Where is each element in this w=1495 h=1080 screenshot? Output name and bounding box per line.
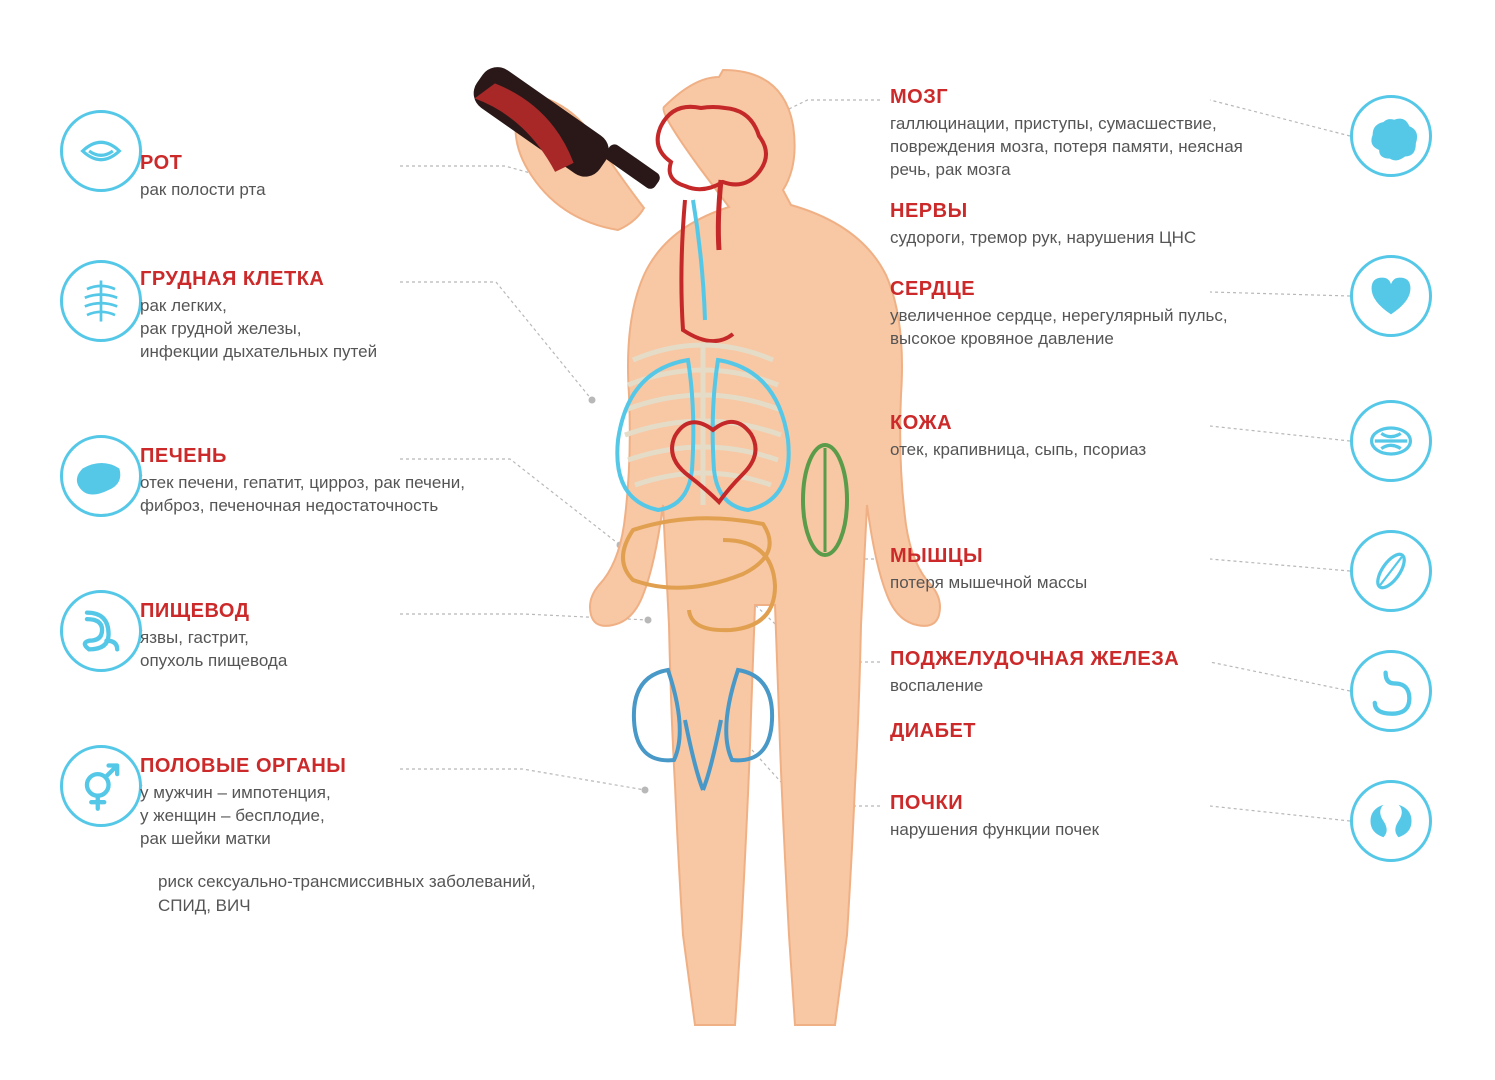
label-mouth: РОТ рак полости рта [140,152,266,202]
label-desc: воспаление [890,675,1179,698]
label-nerves: НЕРВЫ судороги, тремор рук, нарушения ЦНС [890,200,1196,250]
label-title: ПОЧКИ [890,792,1099,815]
label-desc: нарушения функции почек [890,819,1099,842]
label-title: ДИАБЕТ [890,720,976,743]
extra-note: риск сексуально-трансмиссивных заболеван… [158,870,578,918]
stomach-icon [1350,650,1432,732]
label-title: НЕРВЫ [890,200,1196,223]
label-desc: рак полости рта [140,179,266,202]
heart-icon [1350,255,1432,337]
label-brain: МОЗГ галлюцинации, приступы, сумасшествие… [890,86,1250,182]
label-title: РОТ [140,152,266,175]
label-desc: рак легких, рак грудной железы, инфекции… [140,295,377,364]
label-diabetes: ДИАБЕТ [890,720,976,747]
label-desc: судороги, тремор рук, нарушения ЦНС [890,227,1196,250]
intestine-icon [60,590,142,672]
label-desc: отек печени, гепатит, цирроз, рак печени… [140,472,500,518]
label-heart: СЕРДЦЕ увеличенное сердце, нерегулярный п… [890,278,1250,351]
brain-icon [1350,95,1432,177]
label-title: ГРУДНАЯ КЛЕТКА [140,268,377,291]
label-muscle: МЫШЦЫ потеря мышечной массы [890,545,1087,595]
label-title: ПОДЖЕЛУДОЧНАЯ ЖЕЛЕЗА [890,648,1179,671]
label-title: ПИЩЕВОД [140,600,287,623]
label-kidneys: ПОЧКИ нарушения функции почек [890,792,1099,842]
label-desc: язвы, гастрит, опухоль пищевода [140,627,287,673]
label-title: МОЗГ [890,86,1250,109]
label-desc: отек, крапивница, сыпь, псориаз [890,439,1146,462]
label-title: МЫШЦЫ [890,545,1087,568]
gender-icon [60,745,142,827]
label-desc: потеря мышечной массы [890,572,1087,595]
kidney-icon [1350,780,1432,862]
label-skin: КОЖА отек, крапивница, сыпь, псориаз [890,412,1146,462]
label-title: ПОЛОВЫЕ ОРГАНЫ [140,755,346,778]
label-liver: ПЕЧЕНЬ отек печени, гепатит, цирроз, рак … [140,445,500,518]
label-desc: галлюцинации, приступы, сумасшествие, по… [890,113,1250,182]
muscle-icon [1350,530,1432,612]
label-title: ПЕЧЕНЬ [140,445,500,468]
skin-icon [1350,400,1432,482]
ribs-icon [60,260,142,342]
label-genitals: ПОЛОВЫЕ ОРГАНЫ у мужчин – импотенция, у ж… [140,755,346,851]
label-desc: у мужчин – импотенция, у женщин – беспло… [140,782,346,851]
label-title: КОЖА [890,412,1146,435]
label-pancreas: ПОДЖЕЛУДОЧНАЯ ЖЕЛЕЗА воспаление [890,648,1179,698]
mouth-icon [60,110,142,192]
liver-icon [60,435,142,517]
label-chest: ГРУДНАЯ КЛЕТКА рак легких, рак грудной же… [140,268,377,364]
label-esoph: ПИЩЕВОД язвы, гастрит, опухоль пищевода [140,600,287,673]
label-title: СЕРДЦЕ [890,278,1250,301]
label-desc: увеличенное сердце, нерегулярный пульс, … [890,305,1250,351]
infographic-canvas: РОТ рак полости рта ГРУДНАЯ КЛЕТКА рак легк… [0,0,1495,1080]
